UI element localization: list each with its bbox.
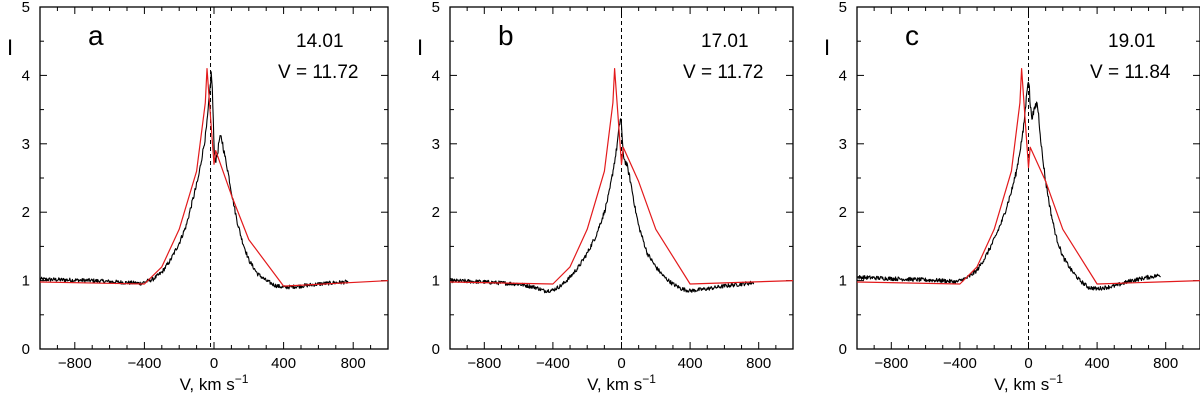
y-tick-label: 5	[839, 0, 847, 16]
y-tick-label: 3	[839, 136, 847, 153]
x-tick-label: −800	[874, 355, 908, 372]
y-tick-label: 0	[22, 341, 30, 358]
y-tick-label: 1	[432, 273, 440, 290]
observed-spectrum-line	[856, 81, 1161, 291]
y-axis-label: I	[7, 35, 13, 60]
y-tick-label: 4	[432, 67, 440, 84]
magnitude-label: V = 11.72	[683, 62, 763, 83]
magnitude-label: V = 11.72	[278, 62, 358, 83]
x-tick-label: 800	[341, 355, 366, 372]
y-tick-label: 5	[432, 0, 440, 16]
model-spectrum-line	[39, 67, 389, 287]
y-axis-label: I	[824, 35, 830, 60]
x-tick-label: 800	[746, 355, 771, 372]
panel-letter: b	[498, 20, 514, 51]
x-axis-title: V, km s−1	[587, 372, 656, 394]
x-axis-title-text: V, km s	[994, 375, 1049, 394]
x-tick-label: 800	[1153, 355, 1178, 372]
model-spectrum-line	[449, 67, 794, 285]
y-tick-label: 4	[22, 67, 30, 84]
x-tick-label: −400	[128, 355, 162, 372]
y-tick-label: 3	[22, 136, 30, 153]
x-axis-title-text: V, km s	[180, 375, 235, 394]
date-label: 17.01	[701, 31, 749, 52]
y-tick-label: 5	[22, 0, 30, 16]
y-tick-label: 1	[839, 273, 847, 290]
panel-letter: c	[905, 20, 919, 51]
y-tick-label: 1	[22, 273, 30, 290]
x-axis-title: V, km s−1	[180, 372, 249, 394]
panel-c: −800 −400 0 400 800 0 1 2 3 4 5 I V, km s−1 c 19.01 V =…	[824, 0, 1200, 394]
x-tick-label: 400	[678, 355, 703, 372]
date-label: 19.01	[1108, 31, 1156, 52]
y-tick-label: 2	[22, 204, 30, 221]
y-tick-label: 3	[432, 136, 440, 153]
x-tick-label: −800	[58, 355, 92, 372]
x-axis-title: V, km s−1	[994, 372, 1063, 394]
x-tick-label: 400	[271, 355, 296, 372]
y-tick-label: 4	[839, 67, 847, 84]
x-tick-label: 0	[210, 355, 218, 372]
x-axis-unit-power: −1	[642, 372, 656, 386]
y-tick-label: 2	[432, 204, 440, 221]
x-axis-unit-power: −1	[1049, 372, 1063, 386]
y-tick-label: 0	[432, 341, 440, 358]
magnitude-label: V = 11.84	[1090, 62, 1171, 83]
x-tick-label: −800	[467, 355, 501, 372]
panel-a: −800 −400 0 400 800 0 1 2 3 4 5 I V, km s−1 a 14.01 V =…	[7, 0, 389, 394]
observed-spectrum-line	[39, 71, 349, 290]
y-tick-label: 2	[839, 204, 847, 221]
x-tick-label: −400	[943, 355, 977, 372]
observed-spectrum-line	[449, 118, 755, 294]
x-axis-unit-power: −1	[235, 372, 249, 386]
x-axis-title-text: V, km s	[587, 375, 642, 394]
x-tick-label: 0	[1024, 355, 1032, 372]
date-label: 14.01	[296, 31, 344, 52]
model-spectrum-line	[856, 67, 1200, 285]
panel-b: −800 −400 0 400 800 0 1 2 3 4 5 I V, km s−1 b 17.01 V =…	[417, 0, 794, 394]
x-tick-label: −400	[536, 355, 570, 372]
y-axis-label: I	[417, 35, 423, 60]
y-tick-label: 0	[839, 341, 847, 358]
x-tick-label: 400	[1085, 355, 1110, 372]
plot-frame	[39, 6, 389, 350]
x-tick-label: 0	[617, 355, 625, 372]
panel-letter: a	[88, 20, 104, 51]
